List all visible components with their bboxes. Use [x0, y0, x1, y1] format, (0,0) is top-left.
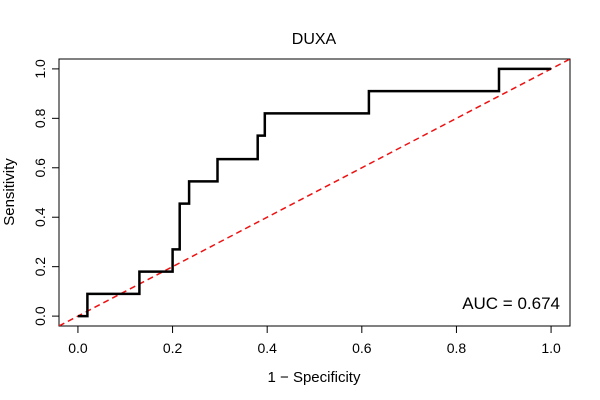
x-axis: 0.0 0.2 0.4 0.6 0.8 1.0 — [68, 325, 561, 356]
y-tick-label: 0.8 — [32, 108, 48, 128]
x-axis-label: 1 − Specificity — [268, 369, 361, 386]
series-layer — [59, 59, 570, 326]
x-tick-label: 0.2 — [163, 340, 183, 356]
y-tick-label: 1.0 — [32, 59, 48, 79]
y-tick-label: 0.0 — [32, 306, 48, 326]
x-tick-label: 0.6 — [352, 340, 372, 356]
y-axis-label: Sensitivity — [1, 158, 18, 226]
x-tick-label: 0.0 — [68, 340, 88, 356]
roc-curve-line — [77, 67, 552, 318]
y-tick-label: 0.4 — [32, 207, 48, 227]
y-tick-label: 0.6 — [32, 158, 48, 178]
reference-diagonal-line — [59, 59, 570, 326]
x-tick-label: 0.4 — [257, 340, 277, 356]
x-tick-label: 1.0 — [541, 340, 561, 356]
y-tick-label: 0.2 — [32, 257, 48, 277]
y-axis: 0.0 0.2 0.4 0.6 0.8 1.0 — [32, 59, 60, 326]
auc-annotation: AUC = 0.674 — [462, 294, 560, 313]
x-tick-label: 0.8 — [447, 340, 467, 356]
chart-title: DUXA — [292, 31, 337, 48]
